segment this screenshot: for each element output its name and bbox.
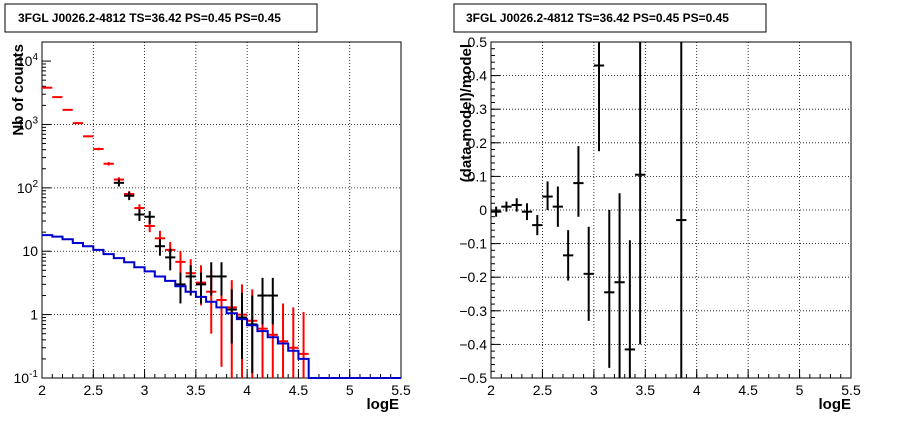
y-tick-label: −0.4: [459, 336, 487, 352]
x-tick-label: 2: [38, 382, 46, 398]
x-tick-label: 4: [693, 382, 701, 398]
residual-grid: [491, 42, 851, 378]
counts-plot-frame: [41, 41, 402, 379]
y-tick-label: 0.2: [468, 135, 488, 151]
y-tick-label: 1: [30, 307, 38, 323]
counts-panel: 3FGL J0026.2-4812 TS=36.42 PS=0.45 PS=0.…: [4, 3, 411, 413]
counts-y-axis-title: Nb of counts: [10, 44, 27, 136]
y-tick-label: 0: [479, 202, 487, 218]
y-tick-label: 0.3: [468, 101, 488, 117]
y-tick-label: −0.1: [459, 236, 487, 252]
x-tick-label: 5: [346, 382, 354, 398]
residual-x-axis-title: logE: [819, 396, 852, 413]
x-tick-label: 4: [243, 382, 251, 398]
x-tick-label: 4.5: [738, 382, 758, 398]
x-tick-label: 5: [796, 382, 804, 398]
y-tick-label: 10: [22, 243, 38, 259]
x-tick-label: 2: [487, 382, 495, 398]
y-tick-label: 0.1: [468, 168, 488, 184]
counts-x-axis-title: logE: [367, 396, 400, 413]
y-tick-label: 102: [17, 179, 39, 196]
y-tick-label: −0.3: [459, 303, 487, 319]
residual-panel: 3FGL J0026.2-4812 TS=36.42 PS=0.45 PS=0.…: [453, 3, 861, 413]
counts-data: [42, 86, 401, 379]
residual-title-box: [453, 3, 767, 33]
model-step-line: [42, 234, 401, 379]
counts-title-box: [4, 3, 318, 33]
y-tick-label: −0.5: [459, 370, 487, 386]
residual-ticks: 2 2.5 3 3.5 4 4.5 5 5.5 −0.5 −0.4 −0.3 −0.2 −0.1 0 0.1…: [459, 34, 861, 398]
x-tick-label: 3.5: [186, 382, 206, 398]
y-tick-label: 0.4: [468, 68, 488, 84]
x-tick-label: 5.5: [391, 382, 411, 398]
residual-title: 3FGL J0026.2-4812 TS=36.42 PS=0.45 PS=0.…: [466, 11, 729, 25]
x-tick-label: 3: [141, 382, 149, 398]
counts-title: 3FGL J0026.2-4812 TS=36.42 PS=0.45 PS=0.…: [18, 11, 281, 25]
x-tick-label: 2.5: [533, 382, 553, 398]
x-tick-label: 4.5: [289, 382, 309, 398]
y-tick-label: 0.5: [468, 34, 488, 50]
x-tick-label: 3: [590, 382, 598, 398]
residual-data: [491, 42, 687, 378]
y-tick-label: 10-1: [14, 369, 39, 386]
x-tick-label: 5.5: [841, 382, 861, 398]
y-tick-label: −0.2: [459, 269, 487, 285]
x-tick-label: 2.5: [84, 382, 104, 398]
residual-y-axis-title: (data-model)/model: [458, 44, 475, 182]
x-tick-label: 3.5: [636, 382, 656, 398]
